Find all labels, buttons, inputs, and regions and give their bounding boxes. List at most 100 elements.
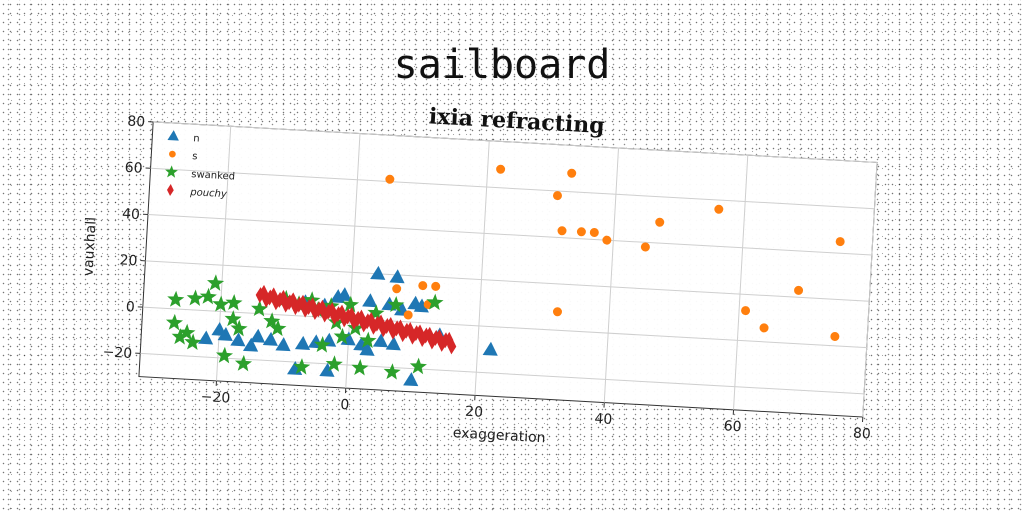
x-gridline bbox=[862, 162, 878, 418]
y-gridline bbox=[153, 121, 878, 163]
x-tick-label: 0 bbox=[340, 397, 350, 413]
legend-label-pouchy: pouchy bbox=[189, 187, 228, 200]
pouchy-point bbox=[327, 302, 337, 319]
n-point bbox=[370, 265, 386, 280]
legend-marker-s bbox=[169, 150, 176, 158]
pouchy-point bbox=[288, 292, 298, 309]
swanked-point bbox=[342, 295, 360, 313]
s-point bbox=[759, 323, 769, 333]
swanked-point bbox=[426, 293, 444, 311]
series-pouchy bbox=[255, 284, 457, 355]
x-tick-label: −20 bbox=[200, 389, 230, 407]
y-axis-label: vauxhall bbox=[80, 217, 99, 277]
swanked-point bbox=[186, 289, 204, 306]
s-point bbox=[557, 226, 567, 236]
swanked-point bbox=[328, 313, 346, 331]
swanked-point bbox=[387, 295, 405, 313]
swanked-point bbox=[293, 358, 311, 375]
pouchy-point bbox=[447, 338, 457, 355]
n-point bbox=[403, 372, 419, 387]
pouchy-point bbox=[434, 329, 444, 346]
n-point bbox=[275, 337, 291, 352]
legend-marker-swanked bbox=[165, 165, 178, 178]
pouchy-point bbox=[259, 284, 269, 301]
n-point bbox=[389, 269, 405, 284]
n-point bbox=[294, 335, 311, 350]
n-point bbox=[372, 333, 389, 348]
s-point bbox=[385, 174, 395, 184]
x-gridline bbox=[603, 147, 620, 403]
swanked-point bbox=[215, 346, 234, 364]
y-gridline bbox=[150, 167, 875, 210]
swanked-point bbox=[230, 319, 248, 337]
s-point bbox=[418, 281, 428, 291]
plot-frame bbox=[138, 121, 878, 418]
n-point bbox=[242, 337, 259, 352]
pouchy-point bbox=[307, 297, 317, 314]
y-gridline bbox=[145, 260, 870, 302]
pouchy-point bbox=[385, 317, 395, 334]
pouchy-point bbox=[298, 294, 308, 311]
s-point bbox=[794, 285, 804, 295]
swanked-point bbox=[269, 319, 287, 337]
y-tick-label: 20 bbox=[119, 252, 138, 269]
pouchy-point bbox=[395, 319, 405, 336]
pouchy-point bbox=[317, 299, 327, 316]
swanked-point bbox=[199, 287, 217, 305]
data-marks bbox=[165, 164, 845, 387]
swanked-point bbox=[171, 328, 189, 345]
s-point bbox=[830, 332, 840, 342]
pouchy-point bbox=[376, 314, 386, 331]
y-gridline bbox=[147, 214, 872, 256]
s-point bbox=[589, 228, 599, 238]
s-point bbox=[496, 164, 506, 174]
s-point bbox=[741, 306, 751, 316]
s-point bbox=[431, 281, 441, 291]
n-point bbox=[336, 287, 352, 302]
y-tick-label: 60 bbox=[124, 160, 143, 177]
y-tick-label: 40 bbox=[122, 206, 141, 223]
legend-marker-n bbox=[167, 130, 179, 141]
swanked-point bbox=[263, 312, 281, 329]
plot-area: ns swanked pouchy −20 0 20 40 60 80 −20 0 20 40 60 80… bbox=[80, 103, 878, 446]
series-s bbox=[385, 164, 845, 342]
n-point bbox=[413, 298, 429, 313]
s-point bbox=[714, 204, 724, 214]
pouchy-point bbox=[415, 324, 425, 341]
legend: ns swanked pouchy bbox=[165, 130, 235, 200]
swanked-point bbox=[313, 336, 331, 353]
n-point bbox=[249, 328, 266, 343]
pouchy-point bbox=[444, 331, 454, 348]
swanked-point bbox=[178, 323, 196, 341]
x-tick-label: 20 bbox=[465, 404, 484, 421]
swanked-point bbox=[347, 319, 365, 336]
n-point bbox=[362, 293, 378, 308]
pouchy-point bbox=[346, 307, 356, 324]
n-point bbox=[359, 341, 375, 356]
s-point bbox=[602, 235, 612, 245]
swanked-point bbox=[351, 358, 369, 376]
n-point bbox=[319, 362, 335, 377]
swanked-point bbox=[184, 333, 202, 350]
s-point bbox=[552, 307, 562, 317]
x-axis-label: exaggeration bbox=[452, 425, 546, 446]
pouchy-point bbox=[356, 309, 366, 326]
s-point bbox=[567, 168, 577, 178]
x-tick-label: 40 bbox=[594, 411, 613, 428]
y-tick-label: 80 bbox=[127, 114, 146, 131]
swanked-point bbox=[224, 310, 242, 327]
s-point bbox=[655, 217, 665, 227]
axes: −20 0 20 40 60 80 −20 0 20 40 60 80 bbox=[102, 114, 871, 443]
suptitle: sailboard bbox=[394, 42, 611, 88]
swanked-point bbox=[207, 274, 225, 291]
pouchy-point bbox=[278, 289, 288, 306]
s-point bbox=[552, 191, 562, 201]
swanked-point bbox=[333, 327, 351, 345]
y-gridline bbox=[140, 352, 865, 395]
legend-label-swanked: swanked bbox=[191, 169, 235, 182]
s-point bbox=[835, 237, 845, 247]
n-point bbox=[197, 330, 214, 345]
swanked-point bbox=[325, 355, 343, 372]
n-point bbox=[211, 321, 227, 336]
